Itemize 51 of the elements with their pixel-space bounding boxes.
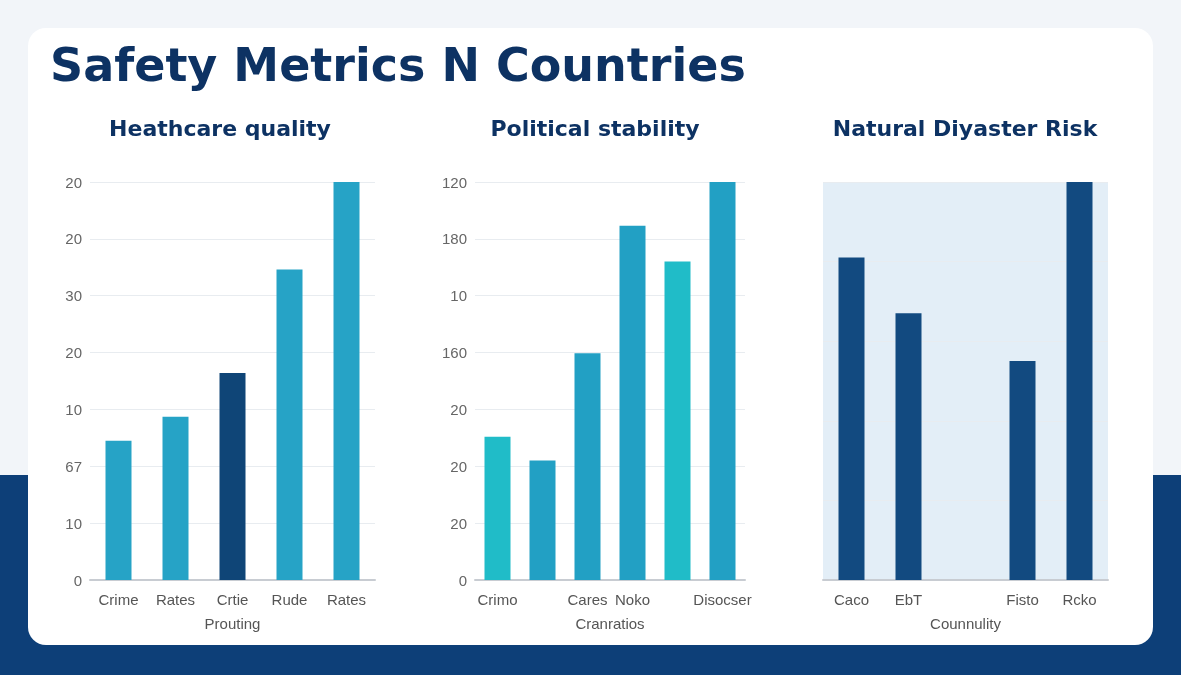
text: 20 xyxy=(65,173,82,191)
x-tick-label: Noko xyxy=(614,591,651,608)
x-tick-label: Disocser xyxy=(693,591,752,608)
x-axis-title: Prouting xyxy=(204,615,261,632)
chart-title: Safety Metrics N Countries xyxy=(50,38,746,92)
bar xyxy=(1066,182,1093,580)
bar xyxy=(1009,361,1036,580)
x-axis-title: Cranratios xyxy=(575,615,645,632)
text: 20 xyxy=(450,457,467,475)
text: 0 xyxy=(458,571,467,589)
text: 20 xyxy=(65,344,82,362)
text: 20 xyxy=(450,400,467,418)
bar xyxy=(529,460,556,580)
text: 10 xyxy=(65,514,82,532)
bar xyxy=(709,182,736,580)
bar xyxy=(664,261,691,580)
text: 20 xyxy=(65,230,82,248)
bar xyxy=(484,436,511,580)
x-tick-label: Rates xyxy=(155,591,196,608)
x-tick-label: Crimo xyxy=(477,591,518,608)
x-tick-label: Rude xyxy=(271,591,308,608)
text: 67 xyxy=(65,457,82,475)
text: 180 xyxy=(441,230,467,248)
chart-subtitle: Heathcare quality xyxy=(109,115,331,141)
x-tick-label: Crime xyxy=(98,591,139,608)
x-tick-label: Rcko xyxy=(1062,591,1097,608)
text: 10 xyxy=(450,287,467,305)
x-tick-label: Crtie xyxy=(216,591,249,608)
bar xyxy=(162,416,189,580)
x-axis-title: Counnulity xyxy=(930,615,1002,632)
bar xyxy=(333,182,360,580)
text: 160 xyxy=(441,344,467,362)
text: 0 xyxy=(73,571,82,589)
bar xyxy=(219,373,246,580)
chart-title: Political stability xyxy=(490,115,700,141)
chart-title: Natural Diyaster Risk xyxy=(832,115,1099,141)
bar xyxy=(895,313,922,580)
bar xyxy=(276,269,303,580)
x-tick-label: Fisto xyxy=(1006,591,1039,608)
bar xyxy=(619,225,646,580)
bar xyxy=(105,440,132,580)
x-tick-label: Cares xyxy=(567,591,608,608)
text: 20 xyxy=(450,514,467,532)
x-tick-label: Caco xyxy=(833,591,870,608)
text: 10 xyxy=(65,400,82,418)
bar xyxy=(838,257,865,580)
text: 120 xyxy=(441,173,467,191)
x-tick-label: EbT xyxy=(894,591,923,608)
text: 30 xyxy=(65,287,82,305)
x-tick-label: Rates xyxy=(326,591,367,608)
bar xyxy=(574,353,601,580)
